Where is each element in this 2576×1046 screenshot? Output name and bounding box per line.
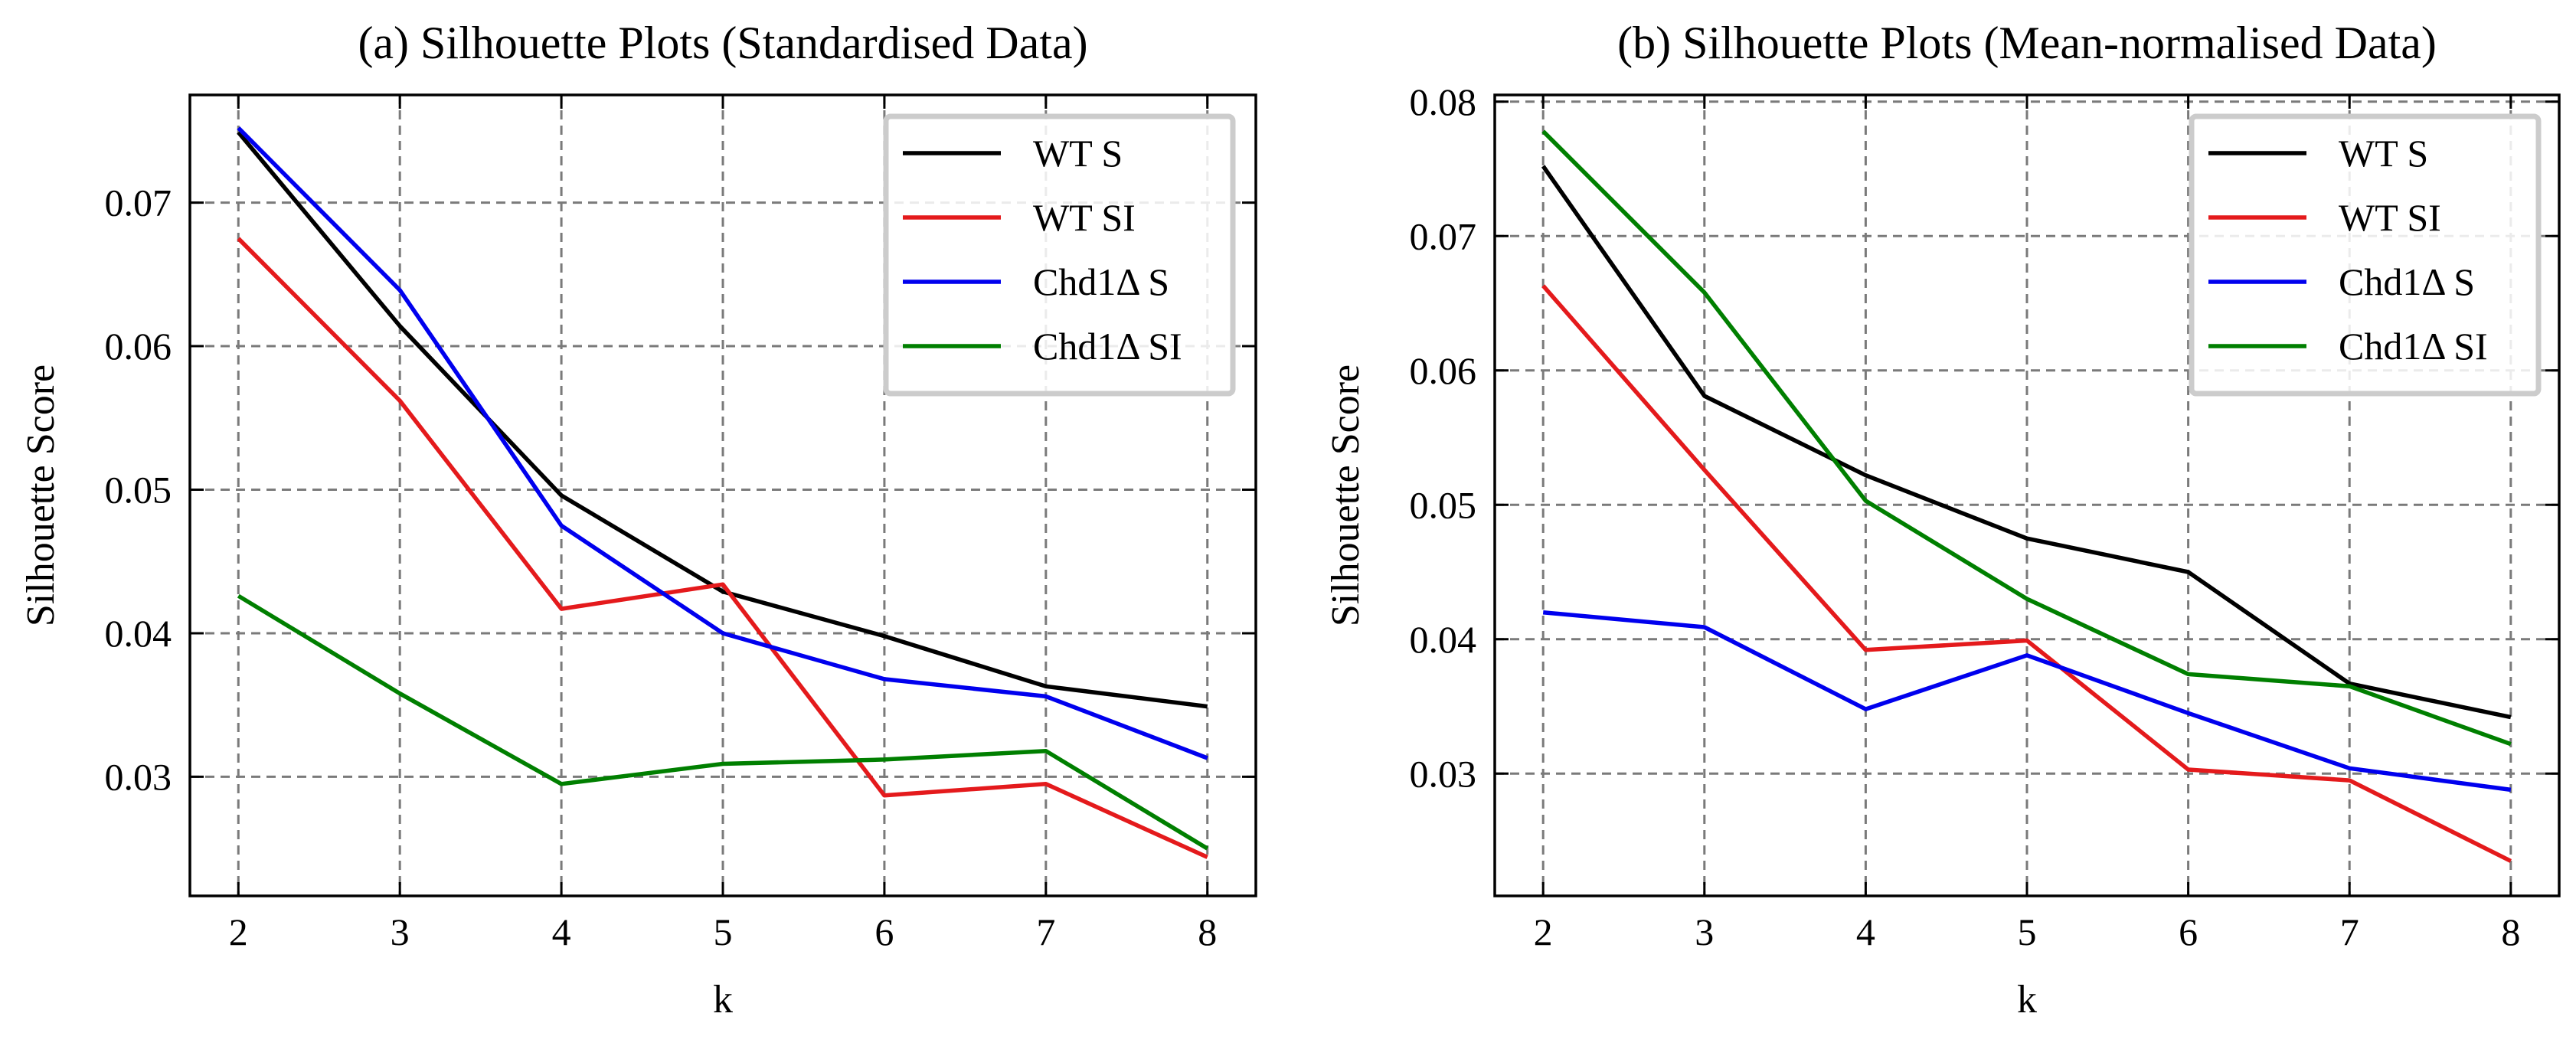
legend-box: [2189, 113, 2542, 397]
x-tick-label: 6: [874, 910, 894, 953]
x-tick-label: 8: [2501, 910, 2520, 953]
chart-title: (b) Silhouette Plots (Mean-normalised Da…: [1617, 18, 2437, 68]
y-tick-label: 0.06: [1410, 349, 1477, 392]
y-axis-label: Silhouette Score: [1324, 364, 1368, 626]
x-tick-label: 4: [552, 910, 571, 953]
x-tick-label: 7: [1036, 910, 1055, 953]
legend-label: Chd1Δ SI: [2339, 325, 2488, 368]
x-axis-label: k: [713, 978, 733, 1021]
x-tick-label: 3: [391, 910, 410, 953]
legend-label: WT S: [1033, 132, 1123, 175]
legend-label: WT SI: [2339, 196, 2441, 239]
series-group: [237, 126, 1209, 859]
series-line-chd1δ-si: [237, 593, 1209, 851]
series-line-wt-si: [1541, 284, 2512, 863]
x-tick-label: 6: [2179, 910, 2198, 953]
x-tick-label: 7: [2340, 910, 2359, 953]
y-tick-label: 0.03: [105, 755, 172, 798]
x-tick-label: 3: [1695, 910, 1714, 953]
panel-b: 2 3 4 5 6 7 8 0.03 0.04 0.05 0.06 0.07 0.08 (b) Silho…: [1324, 18, 2561, 1021]
legend-item: WT S: [2208, 132, 2428, 175]
x-tick-label: 5: [2018, 910, 2037, 953]
legend-label: Chd1Δ S: [2339, 260, 2475, 303]
series-line-wt-si: [237, 237, 1208, 859]
y-tick-label: 0.07: [1410, 214, 1477, 257]
legend-label: WT S: [2339, 132, 2428, 175]
series-line-chd1δ-s: [1542, 610, 2512, 793]
legend-item: WT SI: [2208, 196, 2441, 239]
legend-label: WT SI: [1033, 196, 1136, 239]
series-line-chd1δ-si: [1541, 129, 2512, 747]
legend-item: Chd1Δ SI: [2208, 325, 2488, 368]
x-axis-label: k: [2017, 978, 2037, 1021]
x-tick-label: 2: [229, 910, 248, 953]
y-axis: 0.03 0.04 0.05 0.06 0.07 0.08: [1410, 80, 2559, 795]
y-tick-label: 0.05: [1410, 483, 1477, 526]
gridlines: [190, 95, 1256, 896]
x-axis: 2 3 4 5 6 7 8: [229, 95, 1217, 953]
legend-item: Chd1Δ S: [903, 260, 1169, 303]
y-axis-label: Silhouette Score: [19, 364, 63, 626]
legend-item: Chd1Δ S: [2208, 260, 2475, 303]
series-line-wt-s: [1541, 165, 2512, 720]
series-line-wt-s: [237, 130, 1208, 709]
y-tick-label: 0.07: [105, 181, 172, 224]
chart-title: (a) Silhouette Plots (Standardised Data): [358, 18, 1087, 68]
legend-label: Chd1Δ S: [1033, 260, 1169, 303]
panel-a: 2 3 4 5 6 7 8 0.03 0.04 0.05 0.06 0.07 (a) Silhouett…: [19, 18, 1257, 1021]
x-tick-label: 4: [1856, 910, 1875, 953]
x-tick-label: 2: [1534, 910, 1553, 953]
x-tick-label: 8: [1198, 910, 1217, 953]
y-tick-label: 0.08: [1410, 80, 1477, 123]
legend-box: [883, 113, 1236, 397]
y-tick-label: 0.04: [105, 612, 172, 655]
y-axis: 0.03 0.04 0.05 0.06 0.07: [105, 181, 1256, 798]
y-tick-label: 0.06: [105, 325, 172, 368]
x-tick-label: 5: [714, 910, 733, 953]
gridlines: [1495, 95, 2559, 896]
legend: WT S WT SI Chd1Δ S Chd1Δ SI: [883, 113, 1236, 397]
y-tick-label: 0.04: [1410, 618, 1477, 661]
legend-item: WT SI: [903, 196, 1136, 239]
y-tick-label: 0.03: [1410, 752, 1477, 795]
series-group: [1541, 129, 2512, 863]
legend-label: Chd1Δ SI: [1033, 325, 1182, 368]
legend-item: Chd1Δ SI: [903, 325, 1182, 368]
legend-item: WT S: [903, 132, 1123, 175]
x-axis: 2 3 4 5 6 7 8: [1534, 95, 2520, 953]
series-line-chd1δ-s: [237, 126, 1208, 760]
y-tick-label: 0.05: [105, 469, 172, 512]
legend: WT S WT SI Chd1Δ S Chd1Δ SI: [2189, 113, 2542, 397]
